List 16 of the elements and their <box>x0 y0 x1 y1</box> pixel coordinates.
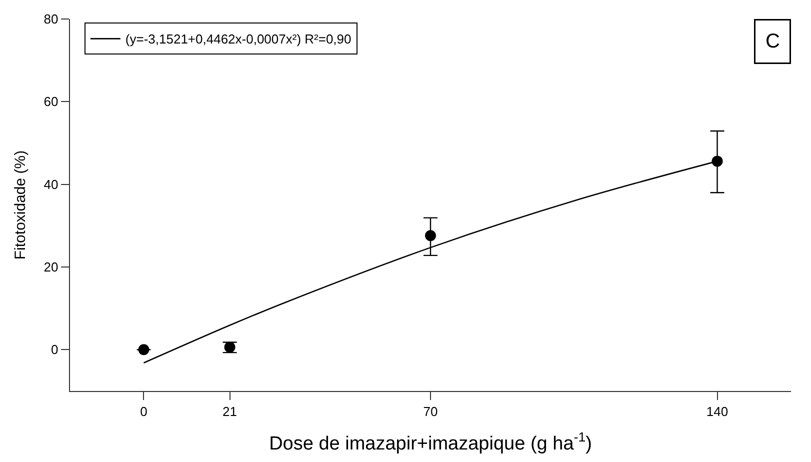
y-tick-label: 60 <box>44 94 58 110</box>
x-tick-label: 21 <box>222 404 238 419</box>
y-axis-title: Fitotoxidade (%) <box>12 150 30 260</box>
annotation: C <box>766 30 780 52</box>
point <box>138 344 150 356</box>
y-tick-label: 40 <box>44 176 58 192</box>
y-tick-label: 0 <box>51 342 58 358</box>
point <box>425 230 436 242</box>
y-tick-label: 80 <box>44 12 58 27</box>
x-tick-label: 70 <box>423 404 438 419</box>
x-tick-label: 140 <box>706 404 728 419</box>
x-tick-label: 0 <box>140 404 148 419</box>
point <box>712 156 723 167</box>
y-tick-label: 20 <box>44 260 58 275</box>
legend-label: (y=-3,1521+0,4462x-0,0007x²) R²=0,90 <box>125 32 352 47</box>
x-axis-title: Dose de imazapir+imazapique (g ha$^{-1}$) <box>269 430 592 455</box>
